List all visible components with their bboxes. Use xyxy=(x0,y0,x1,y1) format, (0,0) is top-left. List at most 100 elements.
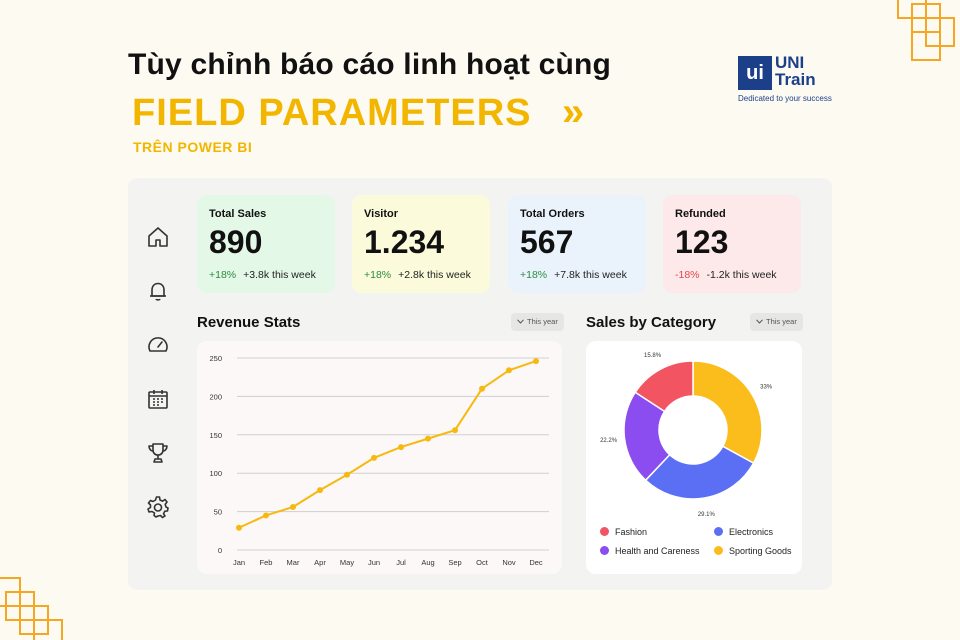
sales-by-category-title: Sales by Category xyxy=(586,314,717,331)
kpi-change: +18% xyxy=(364,269,392,281)
kpi-note: +3.8k this week xyxy=(243,269,316,281)
kpi-note: -1.2k this week xyxy=(706,269,777,281)
kpi-value: 890 xyxy=(209,224,263,260)
x-tick-label: Dec xyxy=(529,558,543,567)
kpi-note: +2.8k this week xyxy=(398,269,471,281)
y-tick-label: 50 xyxy=(214,508,222,517)
kpi-value: 1.234 xyxy=(364,224,445,260)
home-icon[interactable] xyxy=(146,225,170,249)
calendar-icon[interactable] xyxy=(146,387,170,411)
legend-item-health-and-careness: Health and Careness xyxy=(600,546,700,556)
legend-item-sporting-goods: Sporting Goods xyxy=(714,546,792,556)
kpi-change: +18% xyxy=(209,269,237,281)
legend-label: Electronics xyxy=(729,527,774,537)
legend-swatch xyxy=(600,527,609,536)
logo-tagline: Dedicated to your success xyxy=(738,94,832,103)
y-tick-label: 200 xyxy=(209,392,222,401)
kpi-label: Total Sales xyxy=(209,208,267,220)
x-tick-label: Sep xyxy=(448,558,461,567)
kpi-label: Visitor xyxy=(364,208,399,220)
bell-icon[interactable] xyxy=(146,279,170,303)
kpi-value: 123 xyxy=(675,224,729,260)
legend-item-electronics: Electronics xyxy=(714,527,773,537)
kpi-footer: +18% +7.8k this week xyxy=(520,269,634,281)
kpi-card-refunded[interactable]: Refunded 123 -18% -1.2k this week xyxy=(663,195,801,293)
x-tick-label: Feb xyxy=(260,558,273,567)
revenue-data-point[interactable] xyxy=(290,503,296,510)
kpi-card-visitor[interactable]: Visitor 1.234 +18% +2.8k this week xyxy=(352,195,490,293)
y-tick-label: 150 xyxy=(209,431,222,440)
kpi-label: Total Orders xyxy=(520,208,585,220)
x-tick-label: Jun xyxy=(368,558,380,567)
category-chart-panel: 33% 29.1% 22.2% 15.8% Fashion Electronics H… xyxy=(586,341,802,574)
logo-name: UNI Train xyxy=(775,54,816,88)
kpi-footer: +18% +3.8k this week xyxy=(209,269,323,281)
revenue-stats-title: Revenue Stats xyxy=(197,314,301,331)
kpi-card-total-sales[interactable]: Total Sales 890 +18% +3.8k this week xyxy=(197,195,335,293)
subtitle: TRÊN POWER BI xyxy=(133,139,253,155)
category-period-dropdown[interactable]: This year xyxy=(750,313,803,331)
y-tick-label: 0 xyxy=(218,546,222,555)
revenue-data-point[interactable] xyxy=(452,427,458,434)
unitrain-logo: ui UNI Train Dedicated to your success xyxy=(738,54,848,104)
field-parameters-title: FIELD PARAMETERS xyxy=(132,92,532,134)
dashboard: Total Sales 890 +18% +3.8k this week Visi… xyxy=(128,178,832,590)
kpi-value: 567 xyxy=(520,224,574,260)
legend-swatch xyxy=(714,546,723,555)
kpi-footer: +18% +2.8k this week xyxy=(364,269,478,281)
revenue-series-line xyxy=(238,360,537,529)
x-tick-label: Jul xyxy=(396,558,406,567)
revenue-data-point[interactable] xyxy=(371,454,377,461)
x-tick-label: Aug xyxy=(421,558,434,567)
x-tick-label: Nov xyxy=(502,558,516,567)
revenue-data-point[interactable] xyxy=(398,444,404,451)
revenue-data-point[interactable] xyxy=(425,435,431,442)
revenue-data-point[interactable] xyxy=(317,487,323,494)
slice-label: 22.2% xyxy=(600,438,618,444)
slice-label: 33% xyxy=(760,385,773,391)
category-donut-chart: 33% 29.1% 22.2% 15.8% xyxy=(600,353,773,518)
kpi-label: Refunded xyxy=(675,208,726,220)
revenue-period-dropdown[interactable]: This year xyxy=(511,313,564,331)
legend-label: Fashion xyxy=(615,527,648,537)
chevron-down-icon xyxy=(517,319,524,324)
category-period-label: This year xyxy=(766,317,797,326)
gear-icon[interactable] xyxy=(146,495,170,519)
revenue-chart-panel: 0 50 100 150 200 250 Jan Feb Mar Apr May Jun Jul Aug S… xyxy=(197,341,562,574)
kpi-footer: -18% -1.2k this week xyxy=(675,269,789,281)
chevron-down-icon xyxy=(756,319,763,324)
donut-slice[interactable] xyxy=(644,445,755,500)
revenue-data-point[interactable] xyxy=(479,385,485,392)
legend-label: Sporting Goods xyxy=(729,546,792,556)
slice-label: 29.1% xyxy=(698,512,716,518)
x-tick-label: Jan xyxy=(233,558,245,567)
donut-slice[interactable] xyxy=(634,360,694,413)
legend-swatch xyxy=(600,546,609,555)
revenue-data-point[interactable] xyxy=(236,524,242,531)
x-tick-label: Apr xyxy=(314,558,326,567)
donut-slice[interactable] xyxy=(692,360,763,465)
revenue-data-point[interactable] xyxy=(344,471,350,478)
trophy-icon[interactable] xyxy=(146,441,170,465)
kpi-card-total-orders[interactable]: Total Orders 567 +18% +7.8k this week xyxy=(508,195,646,293)
kpi-change: +18% xyxy=(520,269,548,281)
decorative-squares-bottom-left xyxy=(0,577,63,640)
legend-label: Health and Careness xyxy=(615,546,700,556)
kpi-note: +7.8k this week xyxy=(554,269,627,281)
revenue-data-point[interactable] xyxy=(506,367,512,374)
double-chevron-right-icon: » xyxy=(562,90,584,134)
revenue-line-chart: 0 50 100 150 200 250 Jan Feb Mar Apr May Jun Jul Aug S… xyxy=(209,354,549,567)
revenue-data-point[interactable] xyxy=(533,358,539,365)
logo-name-line1: UNI xyxy=(775,53,805,72)
revenue-period-label: This year xyxy=(527,317,558,326)
slice-label: 15.8% xyxy=(644,353,662,359)
revenue-data-point[interactable] xyxy=(263,512,269,519)
headline: Tùy chỉnh báo cáo linh hoạt cùng xyxy=(128,48,612,81)
decorative-squares-top-right xyxy=(897,0,955,61)
legend-item-fashion: Fashion xyxy=(600,527,647,537)
x-tick-label: May xyxy=(340,558,354,567)
gauge-icon[interactable] xyxy=(146,333,170,357)
y-tick-label: 250 xyxy=(209,354,222,363)
x-tick-label: Mar xyxy=(287,558,300,567)
y-tick-label: 100 xyxy=(209,469,222,478)
